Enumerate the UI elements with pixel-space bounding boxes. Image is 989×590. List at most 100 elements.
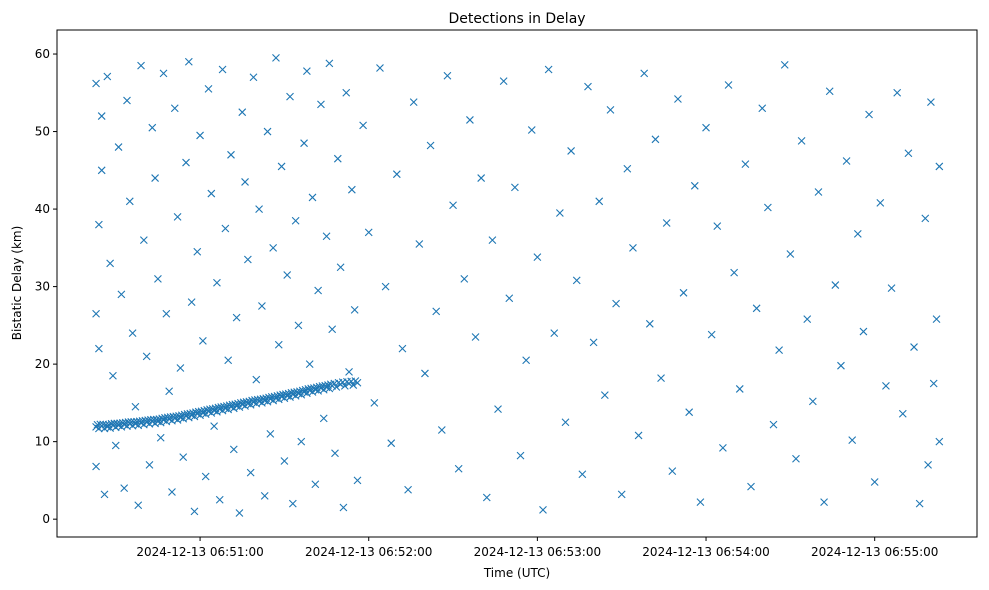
data-point [311, 480, 320, 489]
data-point [724, 81, 733, 89]
data-point [555, 209, 564, 217]
data-point [612, 299, 620, 308]
data-point [218, 65, 227, 74]
data-point [347, 185, 356, 194]
data-point [252, 375, 261, 384]
data-point [333, 154, 342, 163]
x-tick-label: 2024-12-13 06:53:00 [474, 545, 601, 559]
data-point [227, 150, 235, 159]
chart-title: Detections in Delay [448, 11, 585, 27]
data-point [137, 61, 145, 70]
data-point [432, 307, 441, 316]
data-point [339, 503, 348, 512]
data-point [168, 488, 176, 496]
data-point [154, 274, 162, 283]
data-point [170, 104, 179, 113]
data-point [328, 325, 337, 334]
data-point [317, 100, 325, 109]
data-point [522, 356, 531, 365]
data-point [229, 445, 238, 454]
data-point [243, 255, 252, 264]
data-point [131, 402, 140, 411]
x-tick-label: 2024-12-13 06:52:00 [305, 545, 432, 559]
data-point [662, 219, 671, 227]
data-point [527, 126, 536, 134]
data-point [679, 288, 688, 297]
data-point [283, 271, 292, 279]
data-point [302, 67, 311, 75]
data-point [370, 398, 379, 407]
data-point [460, 274, 469, 283]
data-point [505, 294, 514, 303]
data-point [151, 174, 159, 182]
data-point [870, 478, 879, 486]
data-point [179, 453, 188, 462]
data-point [291, 216, 300, 225]
data-point [103, 72, 112, 81]
data-point [426, 141, 435, 150]
data-point [350, 305, 359, 314]
track-point [340, 381, 349, 390]
data-point [454, 464, 463, 473]
data-point [634, 431, 643, 440]
data-point [387, 439, 396, 448]
data-point [572, 276, 581, 285]
data-point [331, 449, 339, 458]
data-point [198, 336, 207, 345]
data-point [606, 105, 615, 114]
data-point [685, 408, 694, 417]
data-point [494, 405, 502, 413]
data-point [353, 476, 362, 485]
data-point [134, 501, 143, 510]
y-tick-label: 0 [42, 512, 50, 526]
data-point [128, 329, 137, 338]
data-point [539, 505, 547, 514]
data-point [533, 253, 542, 262]
data-points [92, 54, 944, 517]
data-point [109, 371, 117, 380]
data-point [308, 193, 317, 202]
data-point [443, 71, 452, 80]
data-point [288, 499, 297, 508]
y-tick-label: 50 [35, 125, 50, 139]
data-point [882, 381, 890, 390]
data-point [567, 147, 575, 155]
data-point [814, 188, 823, 196]
data-point [322, 232, 331, 241]
data-point [381, 282, 390, 291]
data-point [924, 461, 932, 469]
data-point [758, 104, 767, 113]
data-point [674, 95, 682, 103]
data-point [719, 443, 727, 452]
data-point [201, 472, 210, 481]
data-point [544, 65, 553, 74]
data-point [927, 98, 935, 106]
data-point [859, 327, 868, 336]
y-axis-label: Bistatic Delay (km) [10, 226, 24, 341]
data-point [511, 183, 519, 192]
data-point [246, 468, 255, 477]
data-point [182, 158, 190, 167]
data-point [123, 96, 131, 105]
data-point [589, 338, 598, 347]
y-tick-label: 30 [35, 280, 50, 294]
data-point [92, 462, 100, 471]
data-point [409, 98, 418, 106]
data-point [294, 321, 303, 330]
data-point [148, 123, 157, 132]
data-point [345, 367, 353, 376]
data-point [249, 73, 258, 82]
data-point [499, 77, 508, 86]
data-point [266, 430, 275, 438]
data-point [184, 57, 193, 66]
data-point [645, 319, 654, 328]
y-tick-label: 10 [35, 435, 50, 449]
data-point [232, 313, 241, 322]
data-point [707, 330, 716, 339]
data-point [797, 136, 806, 145]
data-point [449, 201, 457, 210]
data-point [187, 298, 196, 306]
data-point [359, 121, 367, 130]
data-point [260, 492, 269, 500]
data-point [145, 461, 154, 469]
